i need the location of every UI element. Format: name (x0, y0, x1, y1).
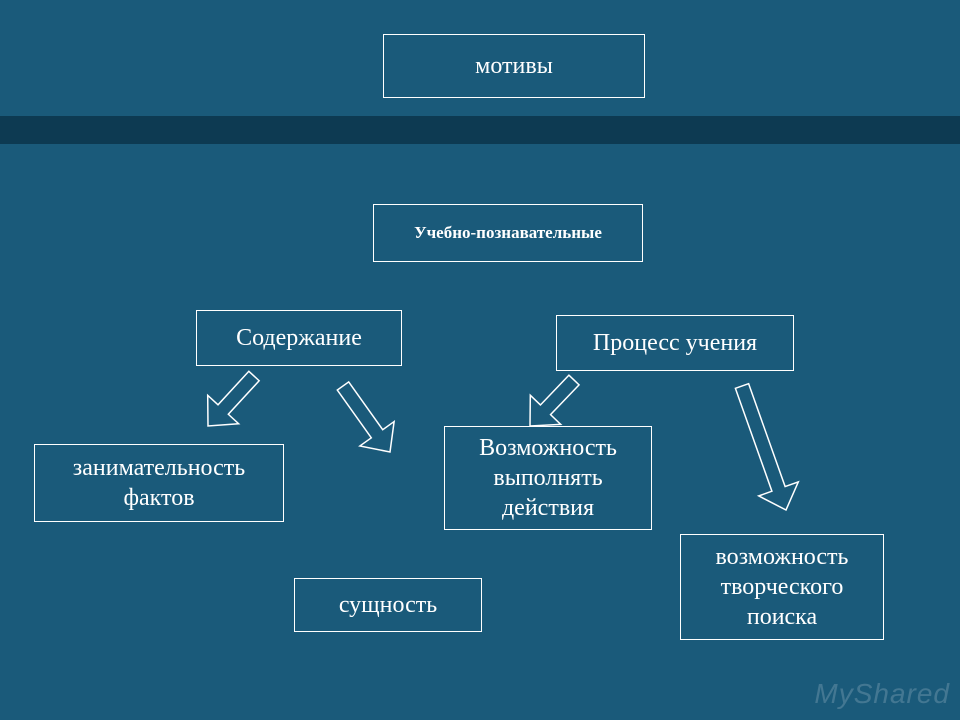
node-label: Содержание (236, 323, 362, 353)
node-motivy: мотивы (383, 34, 645, 98)
node-zanim: занимательность фактов (34, 444, 284, 522)
node-label: занимательность фактов (41, 453, 277, 513)
node-label: Учебно-познавательные (414, 222, 602, 243)
node-vozm-deist: Возможность выполнять действия (444, 426, 652, 530)
node-soderzhanie: Содержание (196, 310, 402, 366)
watermark: MyShared (814, 678, 950, 710)
node-label: Процесс учения (593, 328, 757, 358)
node-label: Возможность выполнять действия (451, 433, 645, 523)
accent-stripe (0, 116, 960, 144)
node-uchebno: Учебно-познавательные (373, 204, 643, 262)
node-process: Процесс учения (556, 315, 794, 371)
node-vozm-tvor: возможность творческого поиска (680, 534, 884, 640)
node-label: сущность (339, 590, 437, 620)
node-label: возможность творческого поиска (687, 542, 877, 632)
node-label: мотивы (475, 51, 553, 81)
node-sushnost: сущность (294, 578, 482, 632)
